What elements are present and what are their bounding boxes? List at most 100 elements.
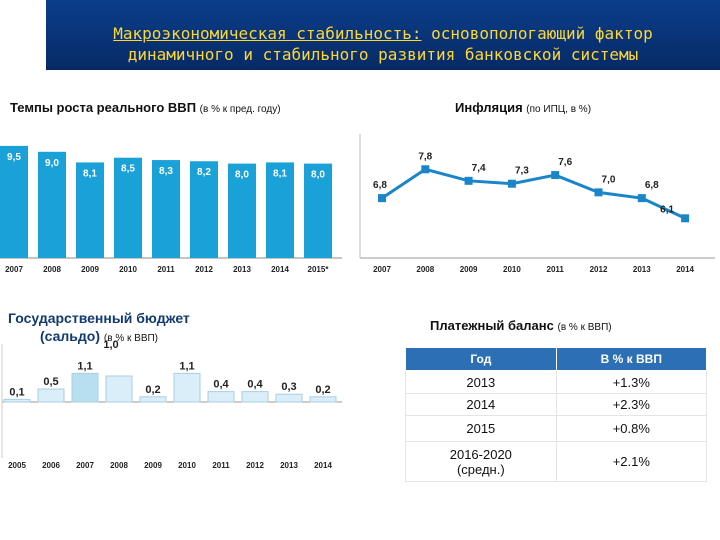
balance-header-row: Год В % к ВВП	[405, 347, 708, 371]
header-banner: Макроэкономическая стабильность: основоп…	[46, 0, 720, 70]
table-row: 2014 +2.3%	[405, 393, 708, 416]
page-title-part2: основопологающий фактор	[431, 24, 653, 43]
gdp-chart: 9,5 2007 9,0 2008 8,1 2009 8,5 2010 8,3 2011 8,2 20…	[0, 145, 342, 274]
inflation-x-tick: 2014	[676, 265, 694, 274]
budget-bar	[37, 388, 65, 403]
budget-data-label: 0,5	[43, 376, 58, 388]
inflation-point	[464, 176, 473, 185]
inflation-point	[594, 188, 603, 197]
gdp-data-label: 8,0	[311, 170, 325, 181]
gdp-x-tick: 2014	[271, 265, 289, 274]
budget-data-label: 0,2	[315, 384, 330, 396]
inflation-x-tick: 2011	[547, 265, 565, 274]
inflation-series-line	[381, 167, 686, 220]
budget-title-line1: Государственный бюджет	[8, 310, 190, 326]
table-row: 2016-2020 (средн.) +2.1%	[405, 441, 708, 482]
budget-x-tick: 2007	[76, 461, 94, 470]
gdp-title: Темпы роста реального ВВП	[10, 100, 197, 115]
balance-title: Платежный баланс	[430, 318, 554, 333]
inflation-point	[681, 214, 690, 223]
budget-data-label: 1,1	[179, 360, 194, 372]
col-year-header: Год	[405, 347, 557, 371]
budget-bar	[139, 396, 167, 403]
inflation-x-tick: 2010	[503, 265, 521, 274]
inflation-x-tick: 2009	[460, 265, 478, 274]
inflation-title: Инфляция	[455, 100, 523, 115]
row-value: +0.8%	[555, 415, 708, 442]
gdp-chart-title: Темпы роста реального ВВП (в % к пред. г…	[10, 100, 281, 115]
inflation-data-label: 6,1	[660, 204, 674, 215]
balance-table: Год В % к ВВП 2013 +1.3% 2014 +2.3% 2015…	[405, 347, 708, 482]
budget-x-tick: 2012	[246, 461, 264, 470]
gdp-subtitle: (в % к пред. году)	[199, 104, 281, 115]
gdp-bar	[228, 163, 256, 258]
budget-data-label: 0,1	[9, 386, 24, 398]
inflation-chart-title: Инфляция (по ИПЦ, в %)	[455, 100, 591, 115]
budget-data-label: 0,4	[247, 379, 263, 391]
budget-bar	[105, 375, 133, 403]
inflation-x-tick: 2013	[633, 265, 651, 274]
budget-bar	[207, 391, 235, 403]
col-value-header: В % к ВВП	[555, 347, 708, 371]
table-row: 2015 +0.8%	[405, 415, 708, 442]
row-year-line1: 2016-2020	[449, 446, 512, 462]
budget-title-line2: (сальдо)	[40, 328, 101, 344]
budget-bar	[173, 372, 201, 403]
budget-x-tick: 2006	[42, 461, 60, 470]
gdp-bar	[190, 161, 218, 258]
gdp-bar	[38, 151, 66, 258]
budget-x-tick: 2005	[8, 461, 26, 470]
gdp-x-tick: 2007	[5, 265, 23, 274]
inflation-data-label: 7,0	[602, 174, 616, 185]
balance-subtitle: (в % к ВВП)	[557, 322, 612, 333]
gdp-x-tick: 2011	[157, 265, 175, 274]
gdp-data-label: 8,0	[235, 170, 249, 181]
gdp-x-tick: 2012	[195, 265, 213, 274]
row-year: 2015	[405, 415, 557, 442]
budget-data-label: 0,2	[145, 384, 160, 396]
inflation-data-label: 7,4	[472, 163, 486, 174]
budget-x-tick: 2008	[110, 461, 128, 470]
budget-data-label: 1,1	[77, 360, 92, 372]
inflation-point	[507, 179, 516, 188]
row-value: +2.1%	[555, 441, 708, 482]
gdp-x-tick: 2015*	[308, 265, 330, 274]
gdp-data-label: 8,1	[273, 168, 287, 179]
page-title: Макроэкономическая стабильность: основоп…	[46, 24, 720, 43]
gdp-data-label: 8,5	[121, 164, 135, 175]
gdp-bar	[0, 145, 28, 258]
gdp-data-label: 8,3	[159, 166, 173, 177]
row-year-line2: (средн.)	[456, 461, 505, 477]
gdp-x-tick: 2013	[233, 265, 251, 274]
table-row: 2013 +1.3%	[405, 370, 708, 394]
budget-x-tick: 2014	[314, 461, 332, 470]
inflation-x-tick: 2012	[590, 265, 608, 274]
inflation-subtitle: (по ИПЦ, в %)	[526, 104, 592, 115]
gdp-bar	[76, 162, 104, 258]
budget-data-label: 0,4	[213, 379, 229, 391]
row-value: +2.3%	[555, 393, 708, 416]
gdp-x-tick: 2010	[119, 265, 137, 274]
gdp-data-label: 9,5	[7, 152, 21, 163]
inflation-point	[421, 165, 430, 174]
budget-x-tick: 2013	[280, 461, 298, 470]
budget-title-line2-wrap: (сальдо) (в % к ВВП)	[40, 328, 158, 344]
budget-chart: 0,1 2005 0,5 2006 1,1 2007 1,0 2008 0,2 2009 1,1 20…	[1, 340, 342, 470]
row-value: +1.3%	[555, 370, 708, 394]
inflation-x-tick: 2007	[373, 265, 391, 274]
inflation-data-label: 7,3	[515, 166, 529, 177]
gdp-data-label: 9,0	[45, 158, 59, 169]
budget-bar	[309, 396, 337, 403]
budget-bar	[241, 391, 269, 403]
inflation-data-label: 6,8	[373, 180, 387, 191]
row-year: 2016-2020 (средн.)	[405, 441, 557, 482]
gdp-x-tick: 2008	[43, 265, 61, 274]
gdp-x-tick: 2009	[81, 265, 99, 274]
balance-title-wrap: Платежный баланс (в % к ВВП)	[430, 318, 612, 333]
gdp-bar	[152, 160, 180, 258]
budget-x-tick: 2011	[212, 461, 230, 470]
gdp-bar	[114, 157, 142, 258]
inflation-data-label: 7,6	[558, 157, 572, 168]
page-subtitle: динамичного и стабильного развития банко…	[127, 45, 639, 64]
inflation-x-tick: 2008	[416, 265, 434, 274]
